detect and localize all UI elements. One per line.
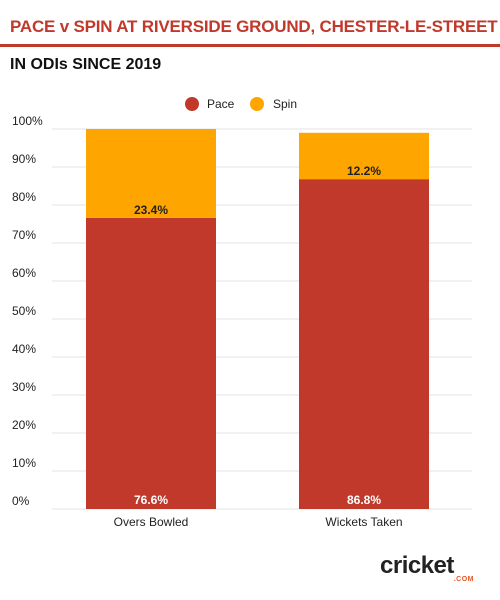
bar-spin — [299, 132, 429, 180]
bar-marks — [86, 129, 429, 510]
chart-title: PACE v SPIN AT RIVERSIDE GROUND, CHESTER… — [10, 17, 498, 36]
legend-swatch-spin — [250, 97, 264, 111]
legend-label-spin: Spin — [273, 97, 297, 111]
y-tick-label: 100% — [12, 114, 43, 128]
x-axis-tick-labels: Overs Bowled Wickets Taken — [114, 515, 403, 529]
y-tick-label: 0% — [12, 494, 30, 508]
title-underline — [0, 44, 500, 47]
x-tick-label: Wickets Taken — [325, 515, 402, 529]
data-label-spin: 12.2% — [347, 164, 381, 178]
data-labels: 76.6% 23.4% 86.8% 12.2% — [134, 164, 381, 507]
y-tick-label: 50% — [12, 304, 36, 318]
legend-label-pace: Pace — [207, 97, 235, 111]
y-tick-label: 70% — [12, 228, 36, 242]
legend-swatch-pace — [185, 97, 199, 111]
data-label-pace: 76.6% — [134, 493, 168, 507]
y-tick-label: 40% — [12, 342, 36, 356]
bar-pace — [299, 179, 429, 509]
data-label-pace: 86.8% — [347, 493, 381, 507]
y-tick-label: 80% — [12, 190, 36, 204]
chart-subtitle: IN ODIs SINCE 2019 — [10, 56, 162, 73]
y-tick-label: 10% — [12, 456, 36, 470]
y-tick-label: 90% — [12, 152, 36, 166]
y-tick-label: 20% — [12, 418, 36, 432]
bar-spin — [86, 129, 216, 218]
cricket-com-logo: cricket .COM — [380, 552, 474, 584]
data-label-spin: 23.4% — [134, 203, 168, 217]
y-tick-label: 30% — [12, 380, 36, 394]
x-tick-label: Overs Bowled — [114, 515, 189, 529]
bar-pace — [86, 217, 216, 510]
y-tick-label: 60% — [12, 266, 36, 280]
y-axis-tick-labels: 0% 10% 20% 30% 40% 50% 60% 70% 80% 90% 100% — [12, 114, 43, 508]
legend: Pace Spin — [185, 97, 297, 111]
